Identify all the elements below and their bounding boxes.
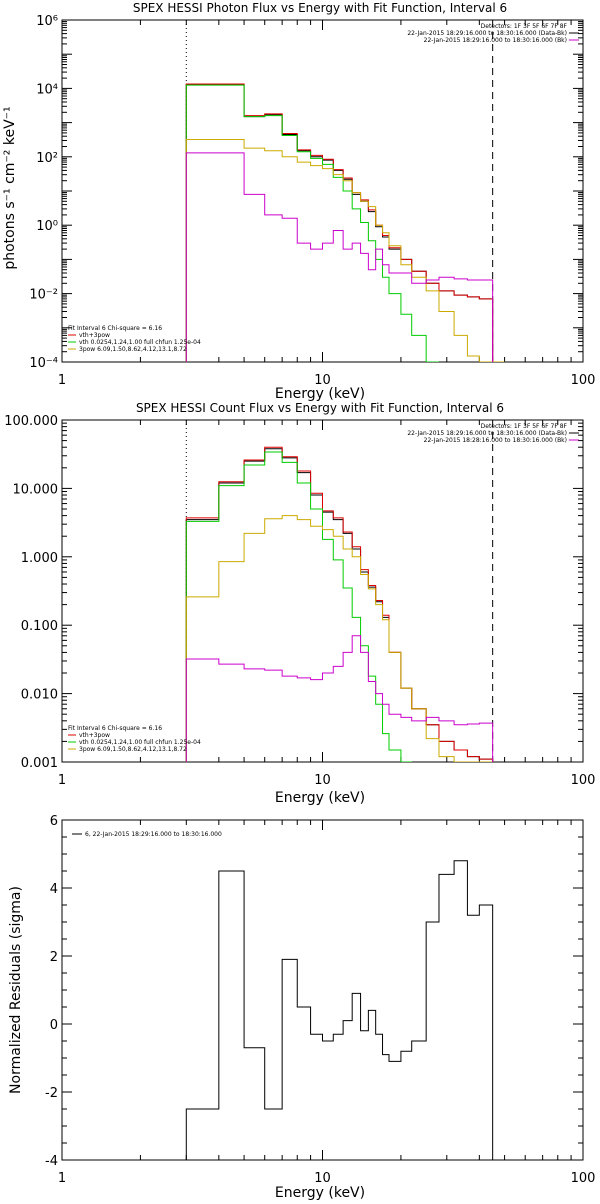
y-tick-label: 10.000	[13, 482, 59, 497]
legend-entry: 3pow 6.09,1.50,8.62,4.12,13.1,8.72	[79, 346, 187, 353]
series-step-line	[185, 860, 494, 1160]
legend-entry: Detectors: 1F 3F 5F 6F 7F 8F	[481, 423, 568, 430]
x-tick-label: 1	[58, 773, 66, 788]
photon-flux-xlabel: Energy (keV)	[275, 386, 365, 402]
legend-entry: vth 0.0254,1.24,1.00 full chfun 1.25e-04	[79, 339, 201, 346]
x-tick-label: 10	[314, 373, 331, 388]
x-tick-label: 100	[571, 373, 596, 388]
series-step-line	[185, 451, 412, 762]
legend-entry: 22-Jan-2015 18:29:16.000 to 18:30:16.000…	[407, 30, 567, 37]
y-tick-label: 6	[50, 814, 58, 829]
x-tick-label: 1	[58, 373, 66, 388]
legend-entry: Detectors: 1F 3F 5F 6F 7F 8F	[481, 23, 568, 30]
y-tick-label: 1.000	[21, 551, 58, 566]
legend-entry: 22-Jan-2015 18:29:16.000 to 18:30:16.000…	[407, 430, 567, 437]
y-tick-label: -4	[45, 1154, 58, 1169]
plot-frame	[61, 419, 584, 763]
photon-flux-panel: SPEX HESSI Photon Flux vs Energy with Fi…	[2, 1, 595, 402]
series-step-line	[185, 139, 505, 362]
series-step-line	[185, 84, 439, 362]
y-tick-label: 4	[50, 882, 58, 897]
residuals-ylabel: Normalized Residuals (sigma)	[8, 886, 24, 1094]
y-tick-label: 10⁻⁴	[29, 356, 58, 371]
series-step-line	[185, 448, 494, 762]
x-tick-label: 100	[571, 773, 596, 788]
series-step-line	[185, 83, 494, 362]
count-flux-xlabel: Energy (keV)	[275, 790, 365, 806]
series-step-line	[185, 152, 494, 362]
y-tick-label: -2	[45, 1086, 58, 1101]
series-step-line	[185, 635, 494, 762]
y-tick-label: 10⁰	[36, 219, 58, 234]
y-tick-label: 0.100	[21, 619, 58, 634]
x-tick-label: 100	[571, 1171, 596, 1186]
plot-frame	[61, 19, 584, 363]
legend-entry: Fit Interval 6 Chi-square = 6.16	[68, 725, 162, 732]
residuals-panel: Energy (keV) Normalized Residuals (sigma…	[8, 814, 596, 1201]
y-tick-label: 100.000	[4, 414, 58, 429]
legend-entry: 6, 22-Jan-2015 18:29:16.000 to 18:30:16.…	[85, 831, 222, 838]
y-tick-label: 10⁶	[36, 14, 58, 29]
count-flux-title: SPEX HESSI Count Flux vs Energy with Fit…	[136, 401, 504, 415]
y-tick-label: 0	[50, 1018, 58, 1033]
y-tick-label: 0.010	[21, 688, 58, 703]
series-step-line	[185, 446, 494, 762]
series-step-line	[185, 84, 494, 362]
y-tick-label: 10²	[36, 151, 58, 166]
photon-flux-ylabel: photons s⁻¹ cm⁻² keV⁻¹	[2, 106, 18, 269]
legend-entry: 22-Jan-2015 18:28:16.000 to 18:30:16.000…	[424, 437, 567, 444]
y-tick-label: 0.001	[21, 756, 58, 771]
y-tick-label: 10⁻²	[29, 288, 58, 303]
y-tick-label: 10⁴	[36, 82, 58, 97]
residuals-xlabel: Energy (keV)	[275, 1185, 365, 1200]
plot-frame	[61, 819, 584, 1161]
series-step-line	[185, 515, 493, 762]
legend-entry: 22-Jan-2015 18:29:16.000 to 18:30:16.000…	[424, 37, 567, 44]
photon-flux-title: SPEX HESSI Photon Flux vs Energy with Fi…	[133, 1, 507, 15]
x-tick-label: 1	[58, 1171, 66, 1186]
legend-entry: vth+3pow	[79, 332, 110, 339]
legend-entry: vth+3pow	[79, 732, 110, 739]
legend-entry: 3pow 6.09,1.50,8.62,4.12,13.1,8.72	[79, 746, 187, 753]
legend-entry: vth 0.0254,1.24,1.00 full chfun 1.25e-04	[79, 739, 201, 746]
legend-entry: Fit Interval 6 Chi-square = 6.16	[68, 325, 162, 332]
count-flux-panel: SPEX HESSI Count Flux vs Energy with Fit…	[4, 401, 595, 806]
y-tick-label: 2	[50, 950, 58, 965]
x-tick-label: 10	[314, 773, 331, 788]
x-tick-label: 10	[314, 1171, 331, 1186]
